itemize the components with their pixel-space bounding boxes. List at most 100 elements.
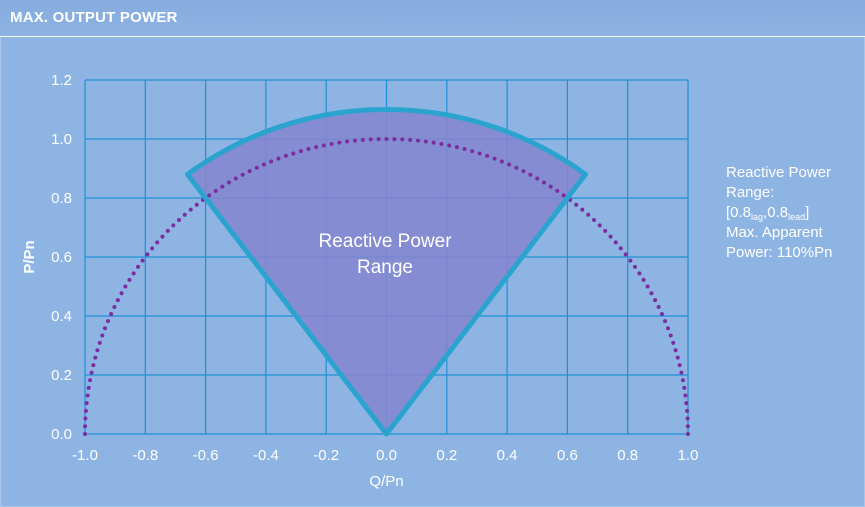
circle-dot: [127, 277, 132, 282]
circle-dot: [686, 432, 690, 436]
circle-dot: [112, 304, 117, 309]
circle-dot: [97, 340, 102, 345]
circle-dot: [608, 234, 613, 239]
circle-dot: [663, 319, 668, 324]
circle-dot: [641, 277, 646, 282]
circle-dot: [321, 143, 326, 148]
circle-dot: [220, 184, 225, 189]
circle-dot: [150, 246, 155, 251]
circle-dot: [685, 408, 690, 413]
circle-dot: [586, 212, 591, 217]
circle-dot: [283, 153, 288, 158]
y-tick-label: 0.8: [51, 190, 72, 207]
note-range-close: ]: [805, 204, 810, 221]
circle-dot: [671, 340, 676, 345]
x-tick-label: 0.4: [497, 447, 518, 464]
circle-dot: [345, 139, 350, 144]
circle-dot: [261, 162, 266, 167]
range-note: Reactive Power Range: [0.8lag,0.8lead] M…: [726, 163, 861, 263]
circle-dot: [291, 151, 296, 156]
circle-dot: [659, 312, 664, 317]
circle-dot: [561, 193, 566, 198]
circle-dot: [95, 348, 100, 353]
circle-dot: [91, 363, 96, 368]
circle-dot: [131, 271, 136, 276]
circle-dot: [226, 180, 231, 185]
sector-label-line-1: Reactive Power: [318, 231, 452, 252]
x-tick-label: -0.4: [253, 447, 279, 464]
reactive-power-range-outline: [185, 107, 588, 437]
x-tick-label: -1.0: [72, 447, 98, 464]
circle-dot: [119, 291, 124, 296]
note-lag: lag: [751, 212, 764, 222]
circle-dot: [213, 188, 218, 193]
circle-dot: [499, 159, 504, 164]
circle-dot: [89, 370, 94, 375]
circle-dot: [597, 223, 602, 228]
circle-dot: [528, 172, 533, 177]
y-tick-label: 1.2: [51, 72, 72, 89]
circle-dot: [521, 169, 526, 174]
x-axis-label: Q/Pn: [369, 473, 403, 490]
panel-header: MAX. OUTPUT POWER: [0, 0, 865, 36]
circle-dot: [83, 432, 87, 436]
header-divider: [0, 36, 865, 37]
circle-dot: [447, 143, 452, 148]
y-tick-label: 0.6: [51, 249, 72, 266]
circle-dot: [254, 165, 259, 170]
note-line-4: Max. Apparent: [726, 224, 823, 241]
circle-dot: [136, 264, 141, 269]
circle-dot: [233, 176, 238, 181]
circle-dot: [673, 348, 678, 353]
circle-dot: [668, 333, 673, 338]
circle-dot: [83, 408, 88, 413]
circle-dot: [485, 153, 490, 158]
circle-dot: [160, 234, 165, 239]
note-line-5: Power: 110%Pn: [726, 244, 833, 261]
circle-dot: [685, 424, 690, 429]
circle-dot: [548, 184, 553, 189]
circle-dot: [145, 252, 150, 257]
circle-dot: [623, 252, 628, 257]
circle-dot: [679, 370, 684, 375]
circle-dot: [392, 137, 397, 142]
circle-dot: [618, 246, 623, 251]
circle-dot: [592, 218, 597, 223]
circle-dot: [368, 137, 373, 142]
circle-dot: [93, 355, 98, 360]
circle-dot: [105, 319, 110, 324]
circle-dot: [470, 149, 475, 154]
circle-dot: [645, 284, 650, 289]
circle-dot: [240, 172, 245, 177]
x-tick-label: 0.8: [617, 447, 638, 464]
circle-dot: [408, 137, 413, 142]
circle-dot: [439, 141, 444, 146]
circle-dot: [165, 228, 170, 233]
circle-dot: [86, 385, 91, 390]
circle-dot: [649, 291, 654, 296]
y-tick-label: 0.0: [51, 426, 72, 443]
circle-dot: [176, 218, 181, 223]
note-comma: ,0.8: [763, 204, 789, 221]
circle-dot: [675, 355, 680, 360]
circle-dot: [423, 139, 428, 144]
note-line-1: Reactive Power: [726, 164, 832, 181]
circle-dot: [685, 416, 690, 421]
circle-dot: [276, 156, 281, 161]
circle-dot: [84, 401, 89, 406]
circle-dot: [542, 180, 547, 185]
x-tick-label: 0.6: [557, 447, 578, 464]
circle-dot: [103, 326, 108, 331]
circle-dot: [580, 207, 585, 212]
circle-dot: [109, 312, 114, 317]
circle-dot: [182, 212, 187, 217]
circle-dot: [83, 424, 88, 429]
circle-dot: [632, 264, 637, 269]
circle-dot: [337, 140, 342, 145]
note-lead: lead: [788, 212, 806, 222]
circle-dot: [677, 363, 682, 368]
circle-dot: [507, 162, 512, 167]
circle-dot: [376, 137, 381, 142]
circle-dot: [352, 138, 357, 143]
